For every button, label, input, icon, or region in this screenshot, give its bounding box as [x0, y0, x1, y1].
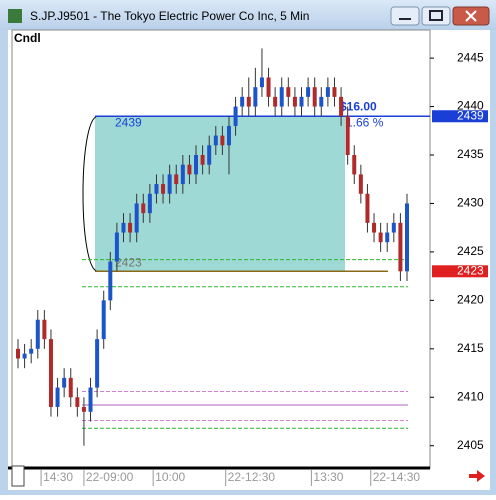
y-tick-label: 2435	[457, 147, 484, 161]
candle-body	[299, 96, 304, 107]
candle-body	[266, 77, 271, 97]
candle-body	[213, 135, 218, 146]
candle-body	[200, 155, 205, 165]
candle-body	[62, 377, 67, 388]
candle-body	[240, 96, 245, 107]
candle-body	[101, 300, 106, 340]
candle-body	[246, 96, 251, 107]
candle-body	[345, 116, 350, 156]
candle-body	[259, 77, 264, 88]
price-tag-label: 2423	[457, 263, 484, 277]
candle-body	[194, 155, 199, 175]
candle-body	[154, 184, 159, 194]
candle-body	[306, 87, 311, 97]
candle-body	[207, 145, 212, 165]
candle-body	[121, 222, 126, 233]
candle-body	[114, 232, 119, 262]
candle-body	[332, 87, 337, 97]
y-tick-label: 2440	[457, 99, 484, 113]
candle-body	[161, 184, 166, 194]
candle-body	[141, 203, 146, 214]
candle-body	[378, 232, 383, 243]
app-icon	[8, 9, 22, 23]
candle-body	[273, 96, 278, 107]
percent-label: 1.66 %	[346, 115, 384, 129]
candle-body	[88, 387, 93, 412]
candle-body	[339, 96, 344, 117]
candle-body	[405, 203, 409, 272]
candle-body	[22, 353, 27, 359]
scroll-arrow[interactable]	[469, 470, 485, 482]
candle-body	[174, 174, 179, 185]
candle-body	[187, 164, 192, 175]
candle-body	[42, 319, 47, 340]
y-tick-label: 2430	[457, 196, 484, 210]
candle-body	[134, 203, 139, 233]
change-label: $16.00	[340, 99, 377, 113]
candle-body	[391, 222, 396, 233]
candle-body	[55, 387, 60, 407]
maximize-button[interactable]	[421, 6, 451, 26]
candle-body	[352, 155, 357, 175]
candle-body	[220, 135, 225, 146]
candle-body	[75, 397, 80, 407]
candle-body	[365, 193, 370, 223]
price-tag	[432, 265, 488, 278]
candle-body	[180, 164, 185, 185]
candle-body	[68, 377, 73, 398]
x-tick-label: 22-12:30	[228, 470, 276, 484]
y-tick-label: 2445	[457, 50, 484, 64]
candle-body	[286, 87, 291, 97]
candle-body	[325, 87, 330, 97]
y-tick-label: 2425	[457, 244, 484, 258]
candle-body	[29, 348, 34, 354]
chart-type-label: Cndl	[14, 31, 41, 45]
candle-body	[108, 261, 113, 301]
y-tick-label: 2410	[457, 389, 484, 403]
candle-body	[372, 222, 377, 233]
x-tick-label: 10:00	[155, 470, 185, 484]
y-tick-label: 2420	[457, 293, 484, 307]
y-tick-label: 2415	[457, 341, 484, 355]
candle-body	[35, 319, 40, 349]
candle-body	[128, 222, 133, 233]
x-tick-label: 22-09:00	[86, 470, 134, 484]
price-tag-label: 2439	[457, 108, 484, 122]
level-label: 2423	[115, 255, 142, 269]
zone-bracket	[82, 115, 99, 272]
x-tick-label: 14:30	[43, 470, 73, 484]
candle-body	[253, 87, 258, 107]
candle-body	[279, 87, 284, 107]
x-tick-label: 22-14:30	[373, 470, 421, 484]
candle-body	[95, 339, 100, 388]
close-icon	[465, 10, 477, 22]
candle-body	[398, 222, 403, 272]
price-zone	[95, 116, 345, 272]
window-title: S.JP.J9501 - The Tokyo Electric Power Co…	[30, 9, 309, 23]
candle-body	[385, 232, 390, 243]
candle-body	[167, 174, 172, 194]
candle-body	[292, 96, 297, 107]
candle-body	[233, 106, 238, 126]
minimize-button[interactable]	[390, 6, 420, 26]
price-tag	[432, 110, 488, 123]
candle-body	[358, 174, 363, 194]
candle-body	[147, 193, 152, 214]
level-label: 2439	[115, 115, 142, 129]
y-tick-label: 2405	[457, 438, 484, 452]
candle-body	[312, 87, 317, 107]
candle-body	[16, 348, 20, 359]
maximize-icon	[429, 10, 443, 21]
candle-body	[319, 96, 324, 107]
candle-body	[81, 406, 86, 412]
scroll-thumb[interactable]	[11, 465, 25, 487]
candle-body	[226, 125, 231, 146]
candle-body	[48, 339, 53, 407]
x-tick-label: 13:30	[313, 470, 343, 484]
